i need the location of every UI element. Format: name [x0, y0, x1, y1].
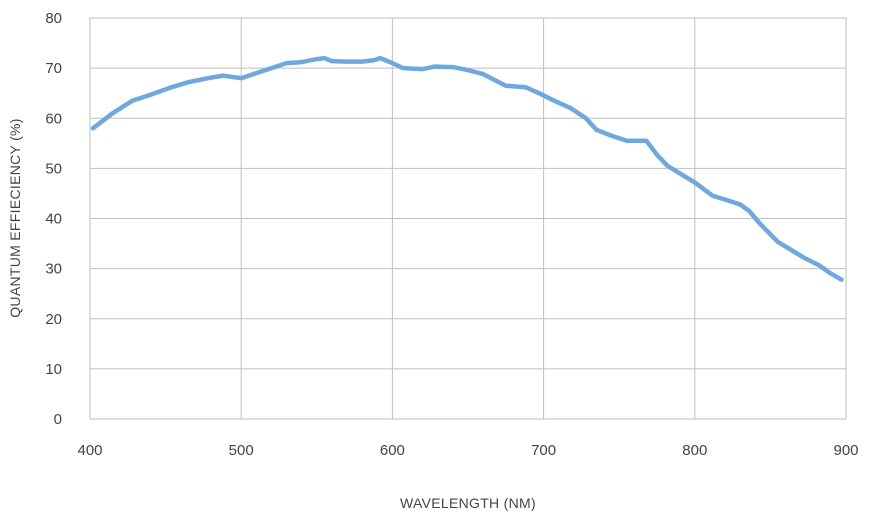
x-axis-label: WAVELENGTH (NM) — [400, 495, 536, 511]
x-tick-label: 700 — [531, 442, 556, 459]
x-tick-labels: 400 500 600 700 800 900 — [77, 442, 858, 459]
x-tick-label: 600 — [380, 442, 405, 459]
y-tick-label: 80 — [45, 10, 62, 27]
x-tick-label: 800 — [682, 442, 707, 459]
x-tick-label: 400 — [77, 442, 102, 459]
qe-series-line — [90, 55, 844, 282]
y-tick-label: 20 — [45, 311, 62, 328]
plot-frame — [89, 17, 847, 420]
y-tick-label: 60 — [45, 110, 62, 127]
y-tick-label: 10 — [45, 361, 62, 378]
y-tick-label: 40 — [45, 211, 62, 228]
x-tick-label: 500 — [229, 442, 254, 459]
y-tick-label: 50 — [45, 160, 62, 177]
y-tick-labels: 0 10 20 30 40 50 60 70 80 — [45, 10, 62, 428]
y-axis-label: QUANTUM EFFIECIENCY (%) — [7, 118, 23, 318]
series-layer — [90, 55, 844, 282]
x-tick-label: 900 — [833, 442, 858, 459]
y-tick-label: 0 — [54, 411, 62, 428]
y-tick-label: 70 — [45, 60, 62, 77]
y-tick-label: 30 — [45, 261, 62, 278]
